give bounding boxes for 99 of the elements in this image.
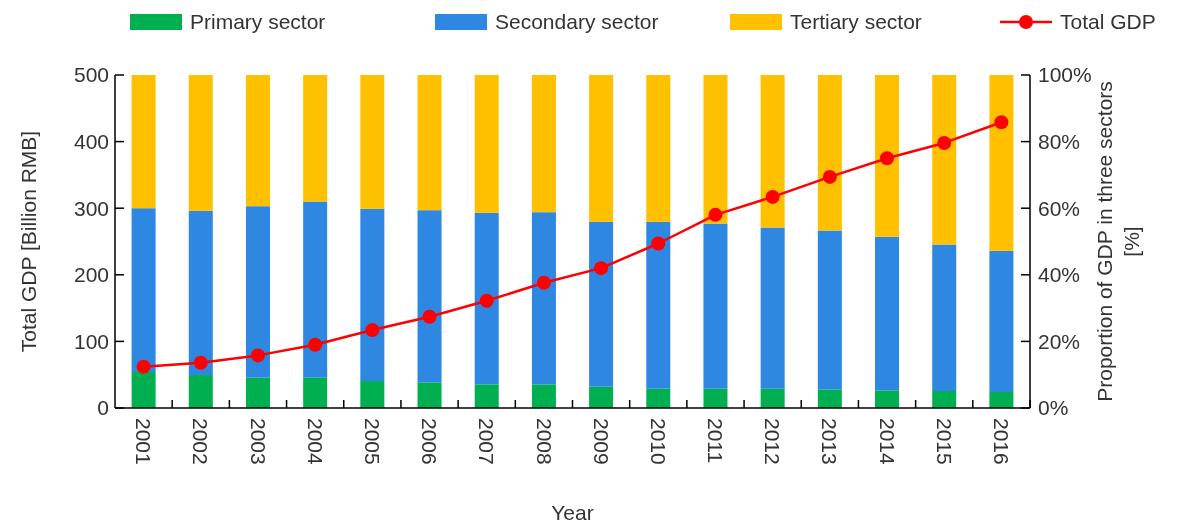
bar	[589, 386, 614, 408]
bar	[245, 206, 270, 378]
bar	[989, 75, 1014, 251]
x-tick-label: 2013	[818, 418, 842, 465]
y-tick-label: 0	[97, 396, 109, 420]
bar	[875, 75, 900, 237]
x-tick-label: 2010	[646, 418, 670, 465]
y-tick-label: 500	[73, 63, 109, 87]
bar	[417, 210, 442, 383]
bar	[131, 208, 156, 373]
y2-tick-label: 80%	[1038, 129, 1081, 153]
point	[422, 309, 437, 324]
bar	[760, 227, 785, 389]
bar	[646, 388, 671, 408]
bar	[417, 75, 442, 211]
legend-label: Total GDP	[1060, 10, 1156, 34]
bar	[989, 250, 1014, 393]
bar	[417, 382, 442, 408]
y-tick-label: 100	[73, 329, 109, 353]
bar	[875, 390, 900, 408]
x-tick-label: 2011	[704, 418, 728, 464]
x-tick-label: 2016	[990, 418, 1014, 465]
x-tick-label: 2014	[875, 418, 899, 466]
x-tick-label: 2015	[932, 418, 956, 465]
y2-axis-title: Proportion of GDP in three sectors [%]	[1093, 81, 1143, 402]
bar	[817, 230, 842, 390]
bar	[875, 236, 900, 391]
bar	[360, 75, 385, 209]
x-tick-label: 2001	[132, 418, 156, 465]
bar	[188, 75, 213, 211]
bar	[531, 75, 556, 213]
bar	[303, 377, 328, 408]
legend-label: Secondary sector	[495, 10, 659, 34]
bar	[989, 392, 1014, 408]
point	[193, 355, 208, 370]
x-tick-label: 2004	[303, 418, 327, 466]
point	[594, 261, 609, 276]
bar	[303, 201, 328, 378]
x-tick-label: 2007	[475, 418, 499, 465]
y2-tick-label: 0%	[1038, 396, 1069, 420]
x-tick-label: 2012	[761, 418, 785, 465]
point	[136, 359, 151, 374]
x-tick-label: 2008	[532, 418, 556, 465]
point	[880, 151, 895, 166]
y-tick-label: 300	[73, 196, 109, 220]
x-tick-label: 2006	[418, 418, 442, 465]
y2-tick-label: 20%	[1038, 329, 1081, 353]
point	[937, 135, 952, 150]
point	[250, 348, 265, 363]
bar	[646, 75, 671, 222]
bar	[360, 208, 385, 382]
bar	[531, 384, 556, 408]
point	[994, 115, 1009, 130]
bar	[131, 372, 156, 408]
bar	[760, 75, 785, 228]
legend-label: Tertiary sector	[790, 10, 922, 34]
y-tick-label: 400	[73, 129, 109, 153]
bar	[474, 75, 499, 213]
y2-tick-label: 60%	[1038, 196, 1081, 220]
legend-label: Primary sector	[190, 10, 326, 34]
bar	[589, 75, 614, 222]
bar	[703, 75, 728, 224]
bar	[932, 391, 957, 408]
bar	[131, 75, 156, 209]
bar	[360, 381, 385, 408]
bar	[589, 221, 614, 387]
bar	[188, 210, 213, 376]
point	[708, 207, 723, 222]
x-tick-label: 2009	[589, 418, 613, 465]
bar	[474, 384, 499, 408]
y2-tick-label: 40%	[1038, 263, 1081, 287]
bar	[303, 75, 328, 202]
point	[479, 293, 494, 308]
point	[308, 337, 323, 352]
bar	[703, 223, 728, 389]
y-tick-label: 200	[73, 263, 109, 287]
bar	[531, 212, 556, 385]
bar	[932, 75, 957, 245]
x-tick-label: 2005	[360, 418, 384, 465]
bar	[188, 375, 213, 408]
point	[765, 189, 780, 204]
point	[365, 323, 380, 338]
bar	[817, 389, 842, 408]
y2-tick-label: 100%	[1038, 63, 1092, 87]
point	[536, 275, 551, 290]
y-axis-title: Total GDP [Billion RMB]	[17, 130, 41, 353]
point	[822, 169, 837, 184]
bar	[245, 377, 270, 408]
point	[651, 236, 666, 251]
bar	[474, 212, 499, 385]
bar	[760, 388, 785, 408]
bar	[703, 388, 728, 408]
bar	[932, 244, 957, 392]
x-tick-label: 2002	[189, 418, 213, 465]
bar	[245, 75, 270, 207]
x-tick-label: 2003	[246, 418, 270, 465]
bar	[817, 75, 842, 231]
bar	[646, 221, 671, 389]
x-axis-title: Year	[551, 501, 594, 523]
